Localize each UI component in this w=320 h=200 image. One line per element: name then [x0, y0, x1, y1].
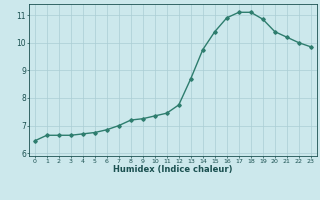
X-axis label: Humidex (Indice chaleur): Humidex (Indice chaleur)	[113, 165, 233, 174]
